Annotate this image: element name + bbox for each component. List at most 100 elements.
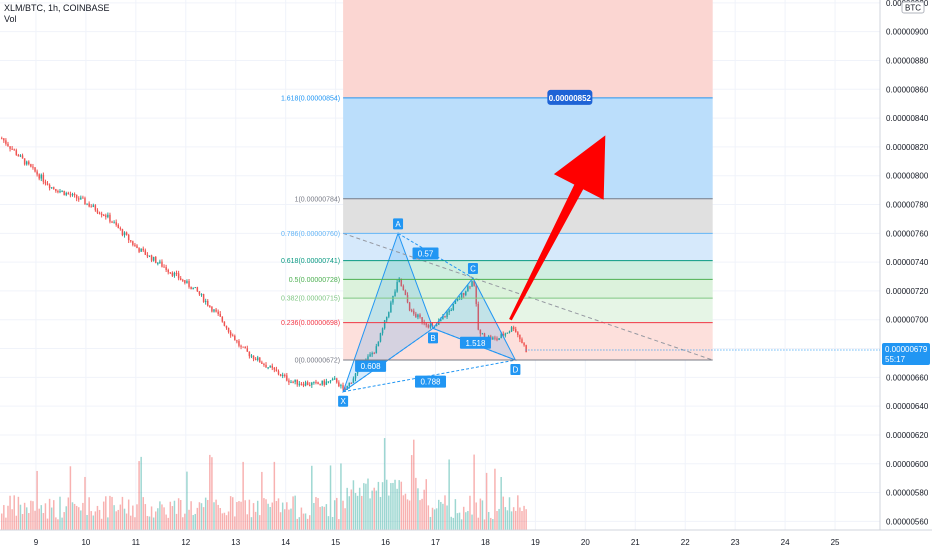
price-axis-bg	[880, 0, 932, 550]
target-price-tag[interactable]: 0.00000852	[547, 89, 593, 105]
volume-bar	[259, 515, 261, 530]
pattern-xb-line	[342, 327, 434, 393]
volume-bar	[11, 509, 13, 530]
candle-body	[57, 190, 59, 193]
candle-body	[115, 222, 117, 225]
candle-body	[117, 224, 120, 229]
candle-body	[138, 248, 140, 252]
volume-bar	[292, 496, 294, 530]
candle-body	[338, 382, 340, 387]
volume-bar	[234, 516, 236, 530]
volume-bar	[487, 511, 490, 530]
volume-bar	[442, 503, 444, 530]
candle-body	[231, 335, 234, 337]
candle-body	[321, 380, 323, 385]
volume-bar	[438, 499, 440, 530]
volume-bar	[159, 501, 161, 530]
volume-bar	[456, 513, 459, 530]
price-tick-label: 0.00000860	[886, 85, 929, 94]
candle-body	[179, 278, 182, 280]
candle-body	[415, 313, 417, 318]
candle-body	[40, 174, 43, 179]
volume-bar	[9, 495, 11, 530]
volume-bar	[119, 504, 122, 530]
volume-bar	[261, 471, 263, 530]
volume-bar	[167, 517, 169, 530]
target-arrow[interactable]	[509, 135, 606, 321]
candle-body	[234, 335, 236, 341]
volume-bar	[308, 515, 311, 530]
volume-bar	[435, 508, 438, 530]
volume-bar	[462, 506, 465, 530]
fib-zone	[343, 322, 713, 361]
candle-body	[429, 324, 432, 328]
volume-bar	[369, 498, 371, 530]
volume-bar	[256, 500, 259, 530]
candle-body	[171, 272, 174, 276]
time-tick-label: 15	[331, 538, 340, 547]
candle-body	[119, 228, 122, 230]
time-axis[interactable]: 9 10 11 12 13 14 15 16 17 18 19 20 21 22 23 24 25	[0, 529, 932, 547]
candle-body	[80, 197, 82, 200]
candle-body	[96, 210, 99, 213]
volume-bar	[92, 515, 95, 530]
candle-body	[510, 327, 513, 332]
candle-body	[304, 382, 307, 386]
price-axis[interactable]: 0.000009200.000009000.000008800.00000860…	[525, 0, 932, 550]
volume-bar	[500, 476, 502, 530]
candle-body	[469, 286, 471, 288]
volume-bar	[281, 502, 284, 530]
volume-bar	[150, 506, 153, 530]
volume-bar	[15, 515, 18, 530]
volume-bar	[490, 517, 492, 530]
volume-bar	[136, 504, 138, 530]
candle-body	[236, 340, 238, 342]
volume-bar	[229, 496, 232, 530]
volume-bar	[223, 512, 226, 530]
candle-body	[211, 306, 213, 312]
candle-body	[369, 354, 371, 357]
candle-body	[71, 194, 74, 196]
candle-body	[75, 194, 78, 199]
axis-unit-box	[901, 1, 925, 14]
candle-body	[69, 194, 72, 196]
volume-bar	[450, 516, 452, 530]
candle-body	[398, 278, 400, 283]
volume-bar	[57, 519, 59, 530]
volume-bar	[240, 501, 242, 530]
volume-bar	[198, 502, 201, 530]
harmonic-pattern[interactable]: X A B C D 0.57 0.608 1.518 0.788	[338, 218, 713, 407]
candle-body	[102, 215, 105, 217]
volume-bar	[53, 500, 55, 530]
candle-body	[481, 333, 484, 335]
candle-body	[252, 355, 255, 359]
volume-bar	[127, 499, 130, 530]
volume-bar	[367, 478, 369, 530]
volume-bar	[98, 509, 101, 530]
candle-body	[190, 286, 192, 290]
pattern-point-badge	[428, 332, 439, 344]
pattern-point-label: B	[430, 334, 435, 343]
candle-body	[477, 303, 480, 330]
pattern-ratio-badge	[415, 375, 447, 388]
candle-body	[440, 319, 442, 322]
candle-body	[42, 174, 45, 182]
pattern-ratio-badge	[355, 359, 387, 372]
time-tick-label: 17	[431, 538, 440, 547]
volume-bar	[271, 502, 274, 530]
candle-body	[200, 294, 203, 296]
volume-bar	[523, 505, 525, 530]
volume-bar	[17, 496, 20, 530]
fib-level-label: 0.382(0.00000715)	[281, 296, 340, 303]
volume-bar	[55, 517, 57, 530]
volume-bar	[250, 517, 253, 530]
candle-body	[298, 383, 301, 385]
candle-body	[483, 333, 486, 339]
volume-bars	[0, 438, 527, 530]
pattern-ratio-label: 0.788	[420, 378, 441, 387]
pattern-ratio-badge	[459, 336, 491, 349]
volume-bar	[140, 456, 142, 530]
candle-body	[471, 281, 473, 287]
candle-body	[125, 232, 128, 235]
